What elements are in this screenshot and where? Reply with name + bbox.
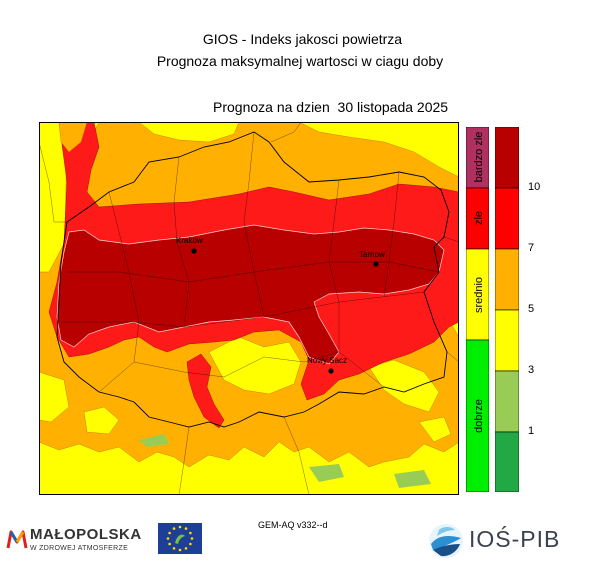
class-legend: bardzo zle zle srednio dobrze xyxy=(466,127,489,492)
malopolska-logo: MAŁOPOLSKA W ZDROWEJ ATMOSFERZE xyxy=(6,524,156,558)
model-version: GEM-AQ v332--d xyxy=(258,520,328,530)
map-patch-yellow-2 xyxy=(298,122,459,178)
city-marker xyxy=(191,248,197,254)
city-label: Krakow xyxy=(176,236,203,245)
city-marker xyxy=(328,368,334,374)
scale-tick: 1 xyxy=(528,425,535,437)
map-patch-green-2 xyxy=(139,434,169,447)
eu-life-flag-icon xyxy=(158,523,202,554)
scale-swatch-4 xyxy=(494,309,520,372)
chart-title: GIOS - Indeks jakosci powietrza Prognoza… xyxy=(0,28,595,72)
scale-swatch-6 xyxy=(494,431,520,493)
map-zone-darkred xyxy=(56,224,445,365)
city-tarnow: Tarnow xyxy=(359,250,385,267)
map-patch-yellow-4 xyxy=(208,336,302,395)
county-borders xyxy=(39,122,459,495)
map-patch-green-3 xyxy=(394,470,431,488)
scale-tick: 5 xyxy=(528,303,535,315)
malopolska-m-icon xyxy=(6,530,28,549)
map-patch-green-1 xyxy=(309,464,344,482)
scale-tick: 7 xyxy=(528,242,535,254)
map-patch-yellow-8 xyxy=(418,416,452,443)
map-patch-yellow-6 xyxy=(39,371,70,423)
forecast-map: Krakow Tarnow Nowy Sacz xyxy=(39,122,459,495)
title-line-1: GIOS - Indeks jakosci powietrza xyxy=(202,31,403,47)
scale-swatch-5 xyxy=(494,370,520,433)
map-frame xyxy=(39,122,459,495)
scale-swatch-2 xyxy=(494,187,520,250)
map-patch-orange-top xyxy=(58,122,88,153)
scale-tick: 10 xyxy=(528,181,541,193)
ios-pib-globe-icon xyxy=(429,524,463,558)
color-scale-svg xyxy=(494,126,520,493)
class-label-good: dobrze xyxy=(473,399,485,433)
city-krakow: Krakow xyxy=(176,236,203,254)
class-label-bad: zle xyxy=(473,211,485,225)
color-scale xyxy=(494,126,520,493)
class-legend-svg: bardzo zle zle srednio dobrze xyxy=(466,127,489,492)
map-patch-yellow-1 xyxy=(138,122,240,143)
title-line-2: Prognoza maksymalnej wartosci w ciagu do… xyxy=(156,53,444,69)
city-label: Nowy Sacz xyxy=(307,356,347,365)
map-svg: Krakow Tarnow Nowy Sacz xyxy=(39,122,459,495)
city-nowy-sacz: Nowy Sacz xyxy=(307,356,347,374)
map-patch-yellow-9 xyxy=(39,122,68,273)
scale-tick: 3 xyxy=(528,364,535,376)
map-patch-yellow-7 xyxy=(83,406,120,435)
map-zone-red-tail xyxy=(186,353,225,429)
scale-swatch-1 xyxy=(494,126,520,189)
malopolska-tagline: W ZDROWEJ ATMOSFERZE xyxy=(30,545,129,552)
map-patch-yellow-5 xyxy=(368,359,440,413)
ios-pib-name: IOŚ-PIB xyxy=(469,526,561,552)
forecast-date: Prognoza na dzien 30 listopada 2025 xyxy=(213,99,449,115)
class-label-moderate: srednio xyxy=(473,277,485,313)
ios-pib-logo: IOŚ-PIB xyxy=(427,520,567,560)
class-label-very-bad: bardzo zle xyxy=(473,132,485,183)
class-swatch-good xyxy=(466,339,489,492)
city-marker xyxy=(373,261,379,267)
scale-swatch-3 xyxy=(494,248,520,311)
malopolska-name: MAŁOPOLSKA xyxy=(30,526,142,543)
city-label: Tarnow xyxy=(359,250,385,259)
